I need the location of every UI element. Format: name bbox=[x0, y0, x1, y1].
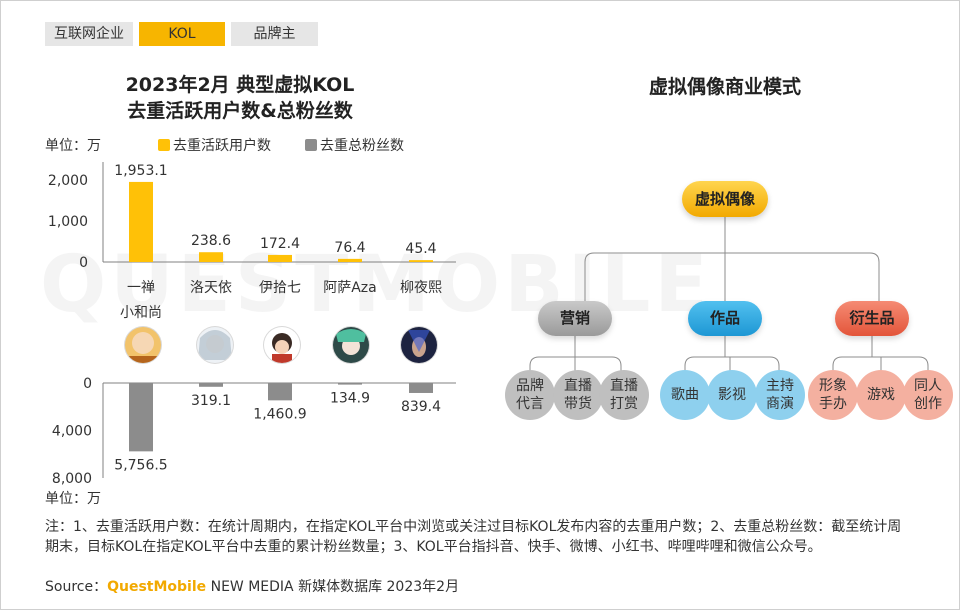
total-fans-value-label: 1,460.9 bbox=[253, 406, 306, 422]
source-suffix: NEW MEDIA 新媒体数据库 2023年2月 bbox=[206, 579, 460, 595]
bottom-tick-label: 8,000 bbox=[52, 471, 92, 487]
model-leaf: 直播 打赏 bbox=[599, 370, 649, 420]
active-users-bar bbox=[129, 181, 153, 262]
legend-label-fans: 去重总粉丝数 bbox=[320, 138, 404, 154]
model-leaf: 品牌 代言 bbox=[505, 370, 555, 420]
tab-label: 品牌主 bbox=[253, 26, 296, 42]
total-fans-value-label: 839.4 bbox=[401, 399, 441, 415]
model-leaf: 直播 带货 bbox=[553, 370, 603, 420]
total-fans-bar bbox=[129, 383, 153, 452]
tab-internet-enterprise[interactable]: 互联网企业 bbox=[45, 22, 133, 46]
source-brand: QuestMobile bbox=[107, 579, 207, 595]
model-leaf-label: 歌曲 bbox=[671, 387, 699, 403]
total-fans-value-label: 5,756.5 bbox=[114, 457, 167, 473]
legend-swatch-fans bbox=[305, 139, 317, 151]
active-users-bar bbox=[199, 252, 223, 262]
total-fans-bar bbox=[199, 383, 223, 387]
category-label: 伊拾七 bbox=[259, 280, 301, 296]
model-leaf: 歌曲 bbox=[660, 370, 710, 420]
active-users-bars: 1,953.1 238.6 172.4 76.4 45.4 bbox=[114, 163, 437, 262]
top-tick-label: 1,000 bbox=[48, 214, 88, 230]
legend-swatch-active bbox=[158, 139, 170, 151]
active-users-bar bbox=[268, 254, 292, 262]
total-fans-value-label: 319.1 bbox=[191, 393, 231, 409]
model-leaf: 主持 商演 bbox=[755, 370, 805, 420]
legend-total-fans: 去重总粉丝数 bbox=[305, 135, 404, 155]
total-fans-value-label: 134.9 bbox=[330, 391, 370, 407]
legend-label-active: 去重活跃用户数 bbox=[173, 138, 271, 154]
source-line: Source：QuestMobile NEW MEDIA 新媒体数据库 2023… bbox=[45, 576, 459, 596]
node-derivatives: 衍生品 bbox=[835, 301, 909, 336]
avatar-aza bbox=[332, 326, 370, 364]
model-leaf-label: 主持 商演 bbox=[766, 378, 794, 412]
model-leaf-label: 直播 打赏 bbox=[610, 378, 638, 412]
model-leaf-label: 品牌 代言 bbox=[516, 378, 544, 412]
unit-label-top: 单位：万 bbox=[45, 138, 101, 154]
avatar-luotianyi bbox=[196, 326, 234, 364]
model-leaf-label: 直播 带货 bbox=[564, 378, 592, 412]
unit-label-bottom: 单位：万 bbox=[45, 491, 101, 507]
chart-title: 2023年2月 典型虚拟KOL 去重活跃用户数&总粉丝数 bbox=[90, 72, 390, 124]
model-leaf-label: 同人 创作 bbox=[914, 378, 942, 412]
model-leaf: 同人 创作 bbox=[903, 370, 953, 420]
top-tick-label: 0 bbox=[79, 255, 88, 271]
top-tick-label: 2,000 bbox=[48, 173, 88, 189]
source-prefix: Source： bbox=[45, 579, 108, 595]
model-leaf-label: 形象 手办 bbox=[819, 378, 847, 412]
node-virtual-idol: 虚拟偶像 bbox=[682, 181, 768, 217]
tab-label: 互联网企业 bbox=[54, 26, 124, 42]
bar-chart: 0 1,000 2,000 0 4,000 8,000 1,953.1 238.6 172.… bbox=[48, 162, 456, 487]
category-label: 柳夜熙 bbox=[400, 279, 442, 296]
tab-label: KOL bbox=[168, 26, 196, 42]
category-label: 阿萨Aza bbox=[323, 280, 377, 296]
active-users-bar bbox=[409, 260, 433, 262]
tab-brand-owner[interactable]: 品牌主 bbox=[231, 22, 318, 46]
node-marketing: 营销 bbox=[538, 301, 612, 336]
chart-title-line2: 去重活跃用户数&总粉丝数 bbox=[127, 100, 353, 122]
active-users-value-label: 238.6 bbox=[191, 233, 231, 249]
active-users-value-label: 45.4 bbox=[405, 241, 436, 257]
model-leaf-label: 影视 bbox=[718, 387, 746, 403]
top-axis: 0 1,000 2,000 bbox=[48, 162, 456, 271]
avatar-yichan bbox=[124, 326, 162, 364]
bottom-tick-label: 4,000 bbox=[52, 424, 92, 440]
category-label: 小和尚 bbox=[120, 305, 162, 321]
footnote: 注：1、去重活跃用户数：在统计周期内，在指定KOL平台中浏览或关注过目标KOL发… bbox=[45, 519, 902, 555]
node-works: 作品 bbox=[688, 301, 762, 336]
total-fans-bar bbox=[338, 383, 362, 385]
legend-active-users: 去重活跃用户数 bbox=[158, 135, 271, 155]
model-title: 虚拟偶像商业模式 bbox=[648, 76, 801, 98]
avatar-liuyexi bbox=[400, 326, 438, 364]
model-leaf: 游戏 bbox=[856, 370, 906, 420]
model-leaf: 形象 手办 bbox=[808, 370, 858, 420]
active-users-value-label: 172.4 bbox=[260, 236, 300, 252]
active-users-bar bbox=[338, 258, 362, 262]
active-users-value-label: 76.4 bbox=[334, 240, 365, 256]
category-label: 洛天依 bbox=[190, 280, 232, 296]
model-leaf-label: 游戏 bbox=[867, 387, 895, 403]
bottom-tick-label: 0 bbox=[83, 376, 92, 392]
avatar-yishiqi bbox=[263, 326, 301, 364]
chart-title-line1: 2023年2月 典型虚拟KOL bbox=[125, 74, 355, 96]
total-fans-bars: 5,756.5 319.1 1,460.9 134.9 839.4 bbox=[114, 383, 441, 473]
active-users-value-label: 1,953.1 bbox=[114, 163, 167, 179]
bottom-axis: 0 4,000 8,000 bbox=[52, 376, 456, 487]
model-leaf: 影视 bbox=[707, 370, 757, 420]
total-fans-bar bbox=[268, 383, 292, 401]
total-fans-bar bbox=[409, 383, 433, 393]
category-label: 一禅 bbox=[127, 280, 155, 296]
tab-kol[interactable]: KOL bbox=[139, 22, 225, 46]
